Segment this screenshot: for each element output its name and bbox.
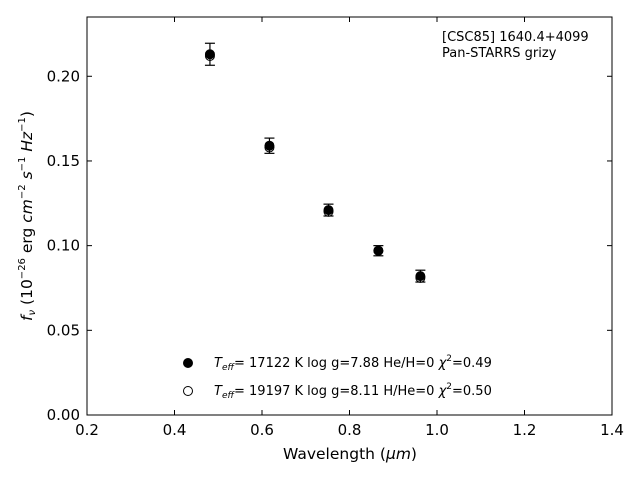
x-tick-label: 1.0 (425, 421, 449, 439)
observed-point (323, 205, 334, 216)
legend-entry-2: Teff= 19197 K log g=8.11 H/He=0 χ2=0.50 (214, 382, 492, 401)
annotation-object-name: [CSC85] 1640.4+4099 (442, 30, 589, 45)
y-tick-label: 0.10 (47, 237, 80, 255)
legend: Teff= 17122 K log g=7.88 He/H=0 χ2=0.49 … (183, 354, 492, 401)
y-axis-title: fν (10−26 erg cm−2 s−1 Hz−1) (17, 111, 38, 321)
observed-point (264, 140, 275, 151)
x-tick-label: 0.6 (250, 421, 274, 439)
y-tick-label: 0.20 (47, 67, 80, 85)
x-axis-title: Wavelength (μm) (283, 445, 417, 463)
x-tick-label: 1.2 (513, 421, 537, 439)
annotation-survey-name: Pan-STARRS grizy (442, 46, 557, 61)
observed-point (373, 245, 384, 256)
y-tick-label: 0.00 (47, 406, 80, 424)
observed-point (415, 271, 426, 282)
legend-marker-filled (183, 358, 193, 368)
y-tick-label: 0.15 (47, 152, 80, 170)
legend-marker-open (183, 386, 193, 396)
legend-entry-1: Teff= 17122 K log g=7.88 He/H=0 χ2=0.49 (214, 354, 492, 373)
x-tick-label: 0.4 (163, 421, 187, 439)
x-tick-label: 1.4 (600, 421, 624, 439)
observed-point (204, 49, 215, 60)
y-axis-ticks: 0.00 0.05 0.10 0.15 0.20 (47, 67, 612, 424)
x-axis-ticks: 0.2 0.4 0.6 0.8 1.0 1.2 1.4 (75, 17, 624, 439)
x-tick-label: 0.2 (75, 421, 99, 439)
y-tick-label: 0.05 (47, 321, 80, 339)
data-points (204, 42, 426, 283)
x-tick-label: 0.8 (338, 421, 362, 439)
